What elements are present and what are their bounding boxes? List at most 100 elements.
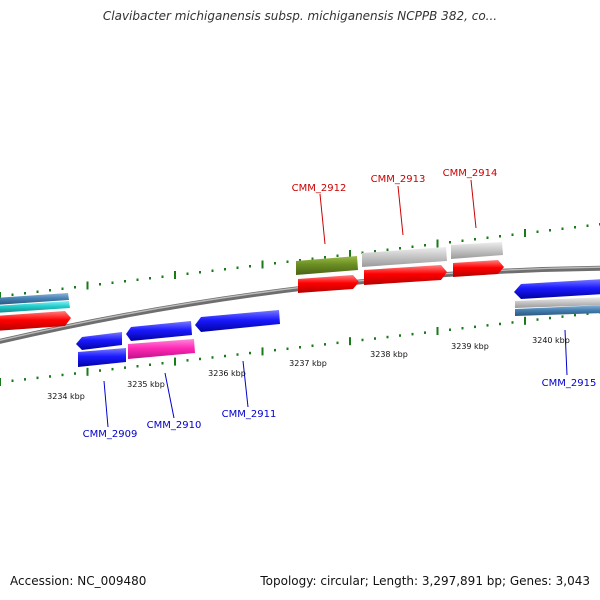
- label-leader-lines: [103, 179, 568, 428]
- genome-backbone-highlight: [0, 266, 600, 342]
- outer-track-minor-tick: [24, 292, 26, 295]
- inner-track-minor-tick: [11, 379, 14, 382]
- inner-track-minor-tick: [224, 354, 226, 358]
- inner-track-minor-tick: [211, 356, 214, 359]
- inner-track-minor-tick: [186, 359, 189, 362]
- inner-track-minor-tick: [124, 366, 126, 369]
- outer-track-minor-tick: [324, 256, 326, 259]
- gene-feature-magenta-2910[interactable]: [128, 339, 195, 359]
- outer-track-minor-tick: [186, 272, 189, 275]
- gene-feature-red-2914[interactable]: [453, 260, 504, 277]
- outer-track-minor-tick: [549, 229, 551, 232]
- outer-track-minor-tick: [311, 257, 314, 260]
- gene-label-cmm-2915[interactable]: CMM_2915: [542, 378, 597, 389]
- gene-feature-grey-2913[interactable]: [362, 247, 447, 267]
- scale-label-3236: 3236 kbp: [208, 369, 246, 378]
- gene-feature-red-2913[interactable]: [364, 265, 447, 285]
- outer-track-minor-tick: [211, 269, 214, 272]
- gene-feature-steelblue-left[interactable]: [0, 293, 69, 305]
- gene-label-cmm-2912[interactable]: CMM_2912: [292, 183, 347, 194]
- scale-label-3235: 3235 kbp: [127, 380, 165, 389]
- scale-label-3234: 3234 kbp: [47, 392, 85, 401]
- inner-track-minor-tick: [311, 344, 314, 347]
- gene-feature-red-left[interactable]: [0, 311, 71, 331]
- gene-label-cmm-2909[interactable]: CMM_2909: [83, 429, 138, 440]
- outer-track-minor-tick: [299, 259, 301, 262]
- gene-feature-blue-2911[interactable]: [195, 310, 280, 332]
- inner-track-minor-tick: [386, 335, 389, 339]
- inner-track-minor-tick: [424, 331, 426, 334]
- gene-feature-steelblue-right[interactable]: [515, 305, 600, 316]
- outer-track-minor-tick: [574, 226, 576, 229]
- inner-track-minor-tick: [499, 322, 501, 326]
- inner-track-minor-tick: [361, 338, 364, 342]
- outer-track-minor-tick: [249, 265, 251, 268]
- inner-track-minor-tick: [24, 378, 26, 381]
- outer-track-minor-tick: [561, 227, 564, 230]
- gene-feature-red-2912[interactable]: [298, 275, 359, 293]
- outer-track-minor-tick: [399, 247, 401, 250]
- genome-summary-text: Topology: circular; Length: 3,297,891 bp…: [260, 574, 590, 588]
- inner-track-minor-tick: [61, 373, 64, 377]
- gene-feature-blue-2915[interactable]: [514, 279, 600, 299]
- inner-track-minor-tick: [561, 315, 564, 318]
- inner-track-minor-tick: [299, 346, 301, 349]
- inner-track-minor-tick: [286, 347, 289, 350]
- outer-track-major-tick: [0, 292, 1, 300]
- gene-label-cmm-2910[interactable]: CMM_2910: [147, 420, 202, 431]
- scale-label-3237: 3237 kbp: [289, 359, 327, 368]
- inner-track-major-tick: [261, 347, 264, 356]
- inner-track-major-tick: [86, 367, 89, 376]
- inner-track-minor-tick: [486, 324, 489, 327]
- outer-track-minor-tick: [124, 280, 126, 283]
- inner-track-minor-tick: [36, 376, 39, 380]
- inner-track-minor-tick: [249, 351, 251, 355]
- inner-track-minor-tick: [399, 334, 401, 337]
- accession-text: Accession: NC_009480: [10, 574, 147, 588]
- inner-track-minor-tick: [374, 337, 376, 340]
- outer-track-minor-tick: [236, 266, 239, 269]
- inner-track-major-tick: [0, 378, 1, 386]
- gene-feature-grey-2914[interactable]: [451, 242, 503, 259]
- gene-label-cmm-2914[interactable]: CMM_2914: [443, 168, 498, 179]
- gene-track[interactable]: [0, 242, 600, 367]
- outer-track-major-tick: [261, 260, 264, 269]
- gene-label-cmm-2911[interactable]: CMM_2911: [222, 409, 277, 420]
- inner-track-major-tick: [436, 327, 439, 335]
- outer-track-minor-tick: [224, 268, 226, 271]
- outer-track-minor-tick: [386, 248, 389, 251]
- inner-track-minor-tick: [274, 348, 276, 352]
- gene-label-cmm-2913[interactable]: CMM_2913: [371, 174, 426, 185]
- inner-track-minor-tick: [136, 365, 139, 368]
- inner-track-minor-tick: [49, 375, 51, 378]
- outer-track-minor-tick: [36, 290, 39, 293]
- map-title: Clavibacter michiganensis subsp. michiga…: [102, 9, 498, 23]
- outer-track-minor-tick: [361, 251, 364, 254]
- inner-track-minor-tick: [411, 332, 414, 336]
- inner-track-minor-tick: [199, 357, 201, 361]
- inner-track-minor-tick: [511, 321, 514, 324]
- outer-track-minor-tick: [74, 286, 76, 289]
- inner-track-minor-tick: [474, 325, 476, 329]
- gene-feature-cyan-left[interactable]: [0, 301, 70, 313]
- inner-track-minor-tick: [336, 341, 339, 345]
- gene-feature-grey-right[interactable]: [515, 297, 600, 308]
- outer-track-minor-tick: [424, 244, 426, 247]
- inner-track-minor-tick: [149, 363, 151, 366]
- inner-track-minor-tick: [74, 372, 76, 375]
- outer-track-minor-tick: [274, 262, 276, 265]
- gene-feature-blue-2909a[interactable]: [76, 332, 122, 350]
- inner-track-major-tick: [174, 357, 176, 366]
- outer-track-minor-tick: [411, 245, 414, 248]
- outer-track-major-tick: [436, 239, 439, 248]
- outer-track-minor-tick: [499, 235, 501, 238]
- outer-track-minor-tick: [61, 287, 64, 290]
- gene-feature-olive-2912[interactable]: [296, 256, 358, 275]
- outer-track-major-tick: [349, 250, 351, 258]
- gene-feature-blue-2909b[interactable]: [78, 348, 126, 367]
- gene-feature-blue-2910a[interactable]: [126, 321, 192, 341]
- outer-tick-track: [0, 223, 600, 300]
- inner-track-minor-tick: [586, 312, 589, 315]
- outer-track-minor-tick: [536, 230, 539, 233]
